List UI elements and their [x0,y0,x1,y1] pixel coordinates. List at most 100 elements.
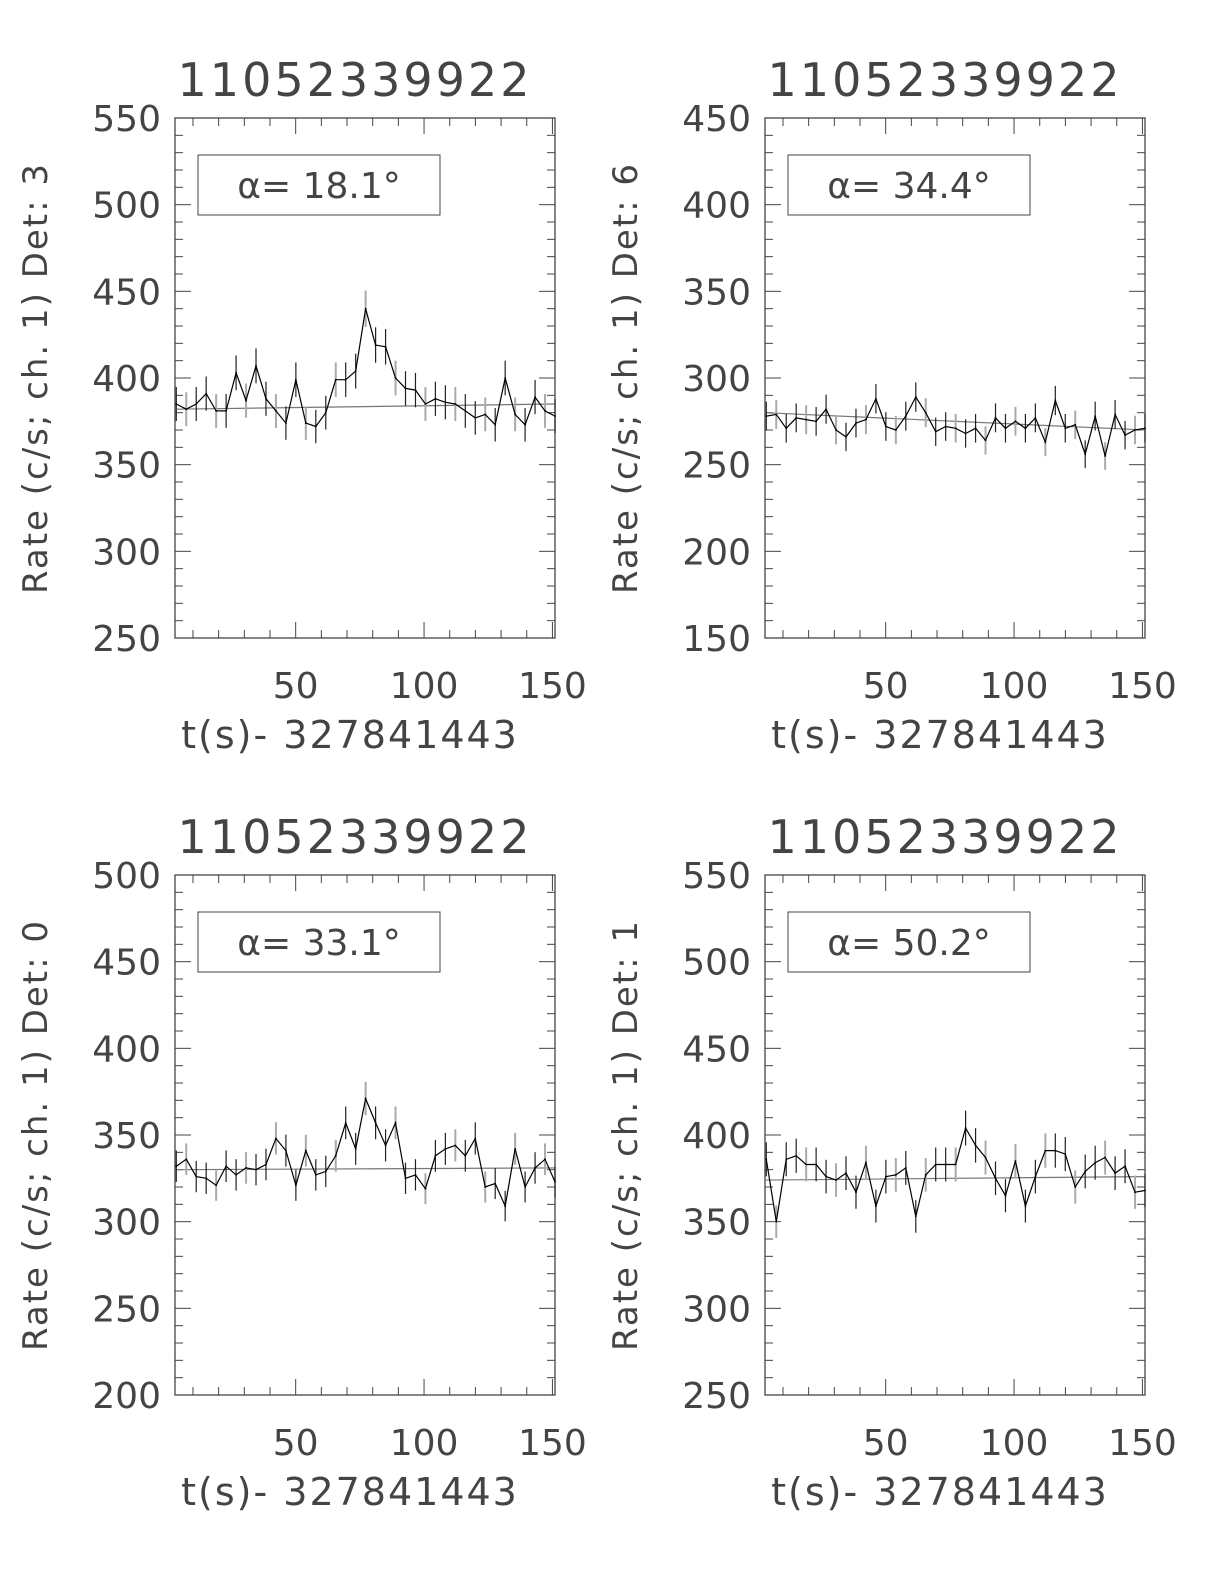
data-point [205,1177,208,1180]
data-point [1014,420,1017,423]
data-point [424,403,427,405]
y-tick-label: 300 [92,1203,161,1244]
legend-box [197,154,441,216]
data-point [245,1167,247,1169]
data-point [1034,416,1037,419]
x-axis-label: t(s)- 327841443 [771,713,1109,757]
data-point [304,1149,307,1152]
panel-1: 11052339922 250 300 350 400 450 500 550 50 100 150… [16,53,587,757]
data-point [514,1147,517,1150]
data-point [904,415,907,418]
data-point [364,1097,367,1100]
data-point [1094,415,1097,418]
data-point [815,1163,818,1166]
legend-alpha-label: α= 50.2° [827,923,991,964]
y-tick-label: 450 [682,1029,751,1070]
data-point [954,427,957,430]
data-point [904,1167,907,1169]
data-point [934,1163,937,1166]
data-point [825,1175,827,1178]
data-point [944,425,947,428]
data-point [835,429,837,431]
y-tick-label: 350 [92,446,161,487]
x-tick-label: 50 [273,666,319,707]
data-point [554,415,556,418]
y-tick-label: 550 [682,856,751,897]
y-tick-label: 550 [92,99,161,140]
data-point [785,427,788,430]
data-point [265,1163,267,1166]
data-point [1034,1175,1037,1178]
x-axis-label: t(s)- 327841443 [181,1470,519,1514]
data-point [765,1158,768,1161]
data-point [1124,1165,1126,1168]
legend-alpha-label: α= 18.1° [237,166,401,207]
data-point [924,411,927,414]
data-point [805,1163,808,1166]
data-point [494,1182,497,1185]
data-point [795,1154,798,1157]
x-axis-label: t(s)- 327841443 [181,713,519,757]
data-point [285,1149,287,1152]
panel-2: 11052339922 150 200 250 300 350 400 450 50 100 150… [606,53,1177,757]
data-point [855,422,857,424]
data-point [994,416,997,419]
data-point [1024,427,1027,430]
data-point [215,1184,218,1187]
data-point [1064,1153,1067,1155]
data-point [894,429,897,431]
y-axis-label: Rate (c/s; ch. 1) Det: 1 [606,919,646,1351]
data-point [544,410,546,412]
data-point [225,410,228,412]
data-point [964,432,967,435]
y-axis-label: Rate (c/s; ch. 1) Det: 6 [606,162,646,594]
data-point [1114,1172,1117,1175]
data-point [294,1184,297,1187]
data-point [775,413,778,416]
data-point [394,1121,397,1124]
data-point [795,416,798,419]
fit-line [174,403,556,410]
y-tick-label: 400 [92,1029,161,1070]
data-point [225,1165,228,1168]
data-point [464,1154,467,1157]
data-point [775,1220,778,1223]
chart-title: 11052339922 [178,53,533,107]
data-point [494,423,497,426]
data-point [1114,413,1117,416]
data-point [1084,453,1087,456]
data-point [514,413,517,416]
data-point [504,377,507,379]
y-tick-label: 300 [92,532,161,573]
data-point [275,410,277,412]
data-point [344,1121,347,1124]
data-point [974,427,977,430]
chart-title: 11052339922 [768,53,1123,107]
data-point [504,1205,507,1207]
data-point [865,418,867,421]
data-point [454,1144,457,1147]
data-point [1134,429,1136,431]
y-tick-label: 500 [92,856,161,897]
data-point [384,1144,387,1147]
x-tick-label: 100 [390,1423,459,1464]
data-point [875,397,877,400]
legend-box [787,911,1031,973]
data-point [304,422,307,424]
data-point [1054,399,1057,402]
chart-title: 11052339922 [178,810,533,864]
data-point [524,1186,527,1188]
y-tick-label: 400 [92,359,161,400]
data-point [825,408,827,411]
y-tick-label: 150 [682,619,751,660]
data-point [245,399,247,402]
x-tick-label: 100 [390,666,459,707]
data-point [285,422,287,424]
data-point [1074,1186,1077,1188]
legend-alpha-label: α= 33.1° [237,923,401,964]
data-point [404,387,407,390]
data-point [314,1173,317,1176]
data-point [364,307,367,310]
data-point [414,1173,417,1176]
